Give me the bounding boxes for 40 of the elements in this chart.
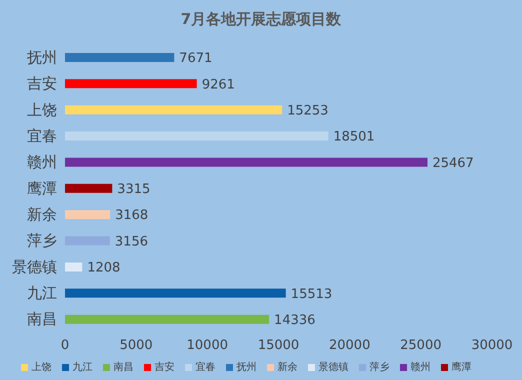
data-label: 3315 [117,182,150,198]
x-tick-label: 30000 [471,338,513,354]
y-tick-label: 上饶 [27,100,57,119]
y-tick-label: 吉安 [27,74,57,93]
y-tick-label: 九江 [27,284,57,302]
data-label: 3156 [114,234,148,250]
y-tick-label: 南昌 [27,310,57,328]
legend-label: 新余 [278,362,298,373]
data-label: 1208 [87,260,120,276]
legend-label: 萍乡 [370,362,390,373]
y-tick-label: 鹰潭 [27,179,57,198]
legend-label: 九江 [72,362,92,373]
y-tick-label: 景德镇 [12,258,57,276]
y-tick-label: 萍乡 [27,232,57,250]
legend-label: 吉安 [154,362,174,373]
x-tick-label: 5000 [120,338,153,354]
data-label: 9261 [202,77,235,92]
legend-label: 抚州 [236,362,256,373]
x-tick-label: 20000 [328,338,370,354]
legend-label: 赣州 [410,362,430,373]
legend-label: 景德镇 [318,362,348,373]
y-tick-label: 宜春 [27,126,57,145]
legend-label: 鹰潭 [452,362,472,373]
chart-title: 7月各地开展志愿项目数 [180,10,342,30]
data-label: 7671 [179,51,212,66]
data-label: 18501 [333,130,375,145]
x-tick-label: 15000 [258,338,300,354]
data-label: 3168 [115,208,148,224]
x-tick-label: 0 [60,338,70,354]
x-tick-label: 10000 [186,338,228,354]
y-tick-label: 抚州 [26,48,57,66]
x-tick-label: 25000 [400,338,442,354]
y-tick-label: 新余 [27,206,57,224]
data-label: 25467 [432,156,474,171]
legend-label: 宜春 [196,362,216,373]
legend-label: 南昌 [114,362,134,373]
data-label: 15253 [287,103,328,118]
data-label: 14336 [274,312,316,328]
y-tick-label: 赣州 [27,153,57,172]
data-label: 15513 [290,286,332,302]
